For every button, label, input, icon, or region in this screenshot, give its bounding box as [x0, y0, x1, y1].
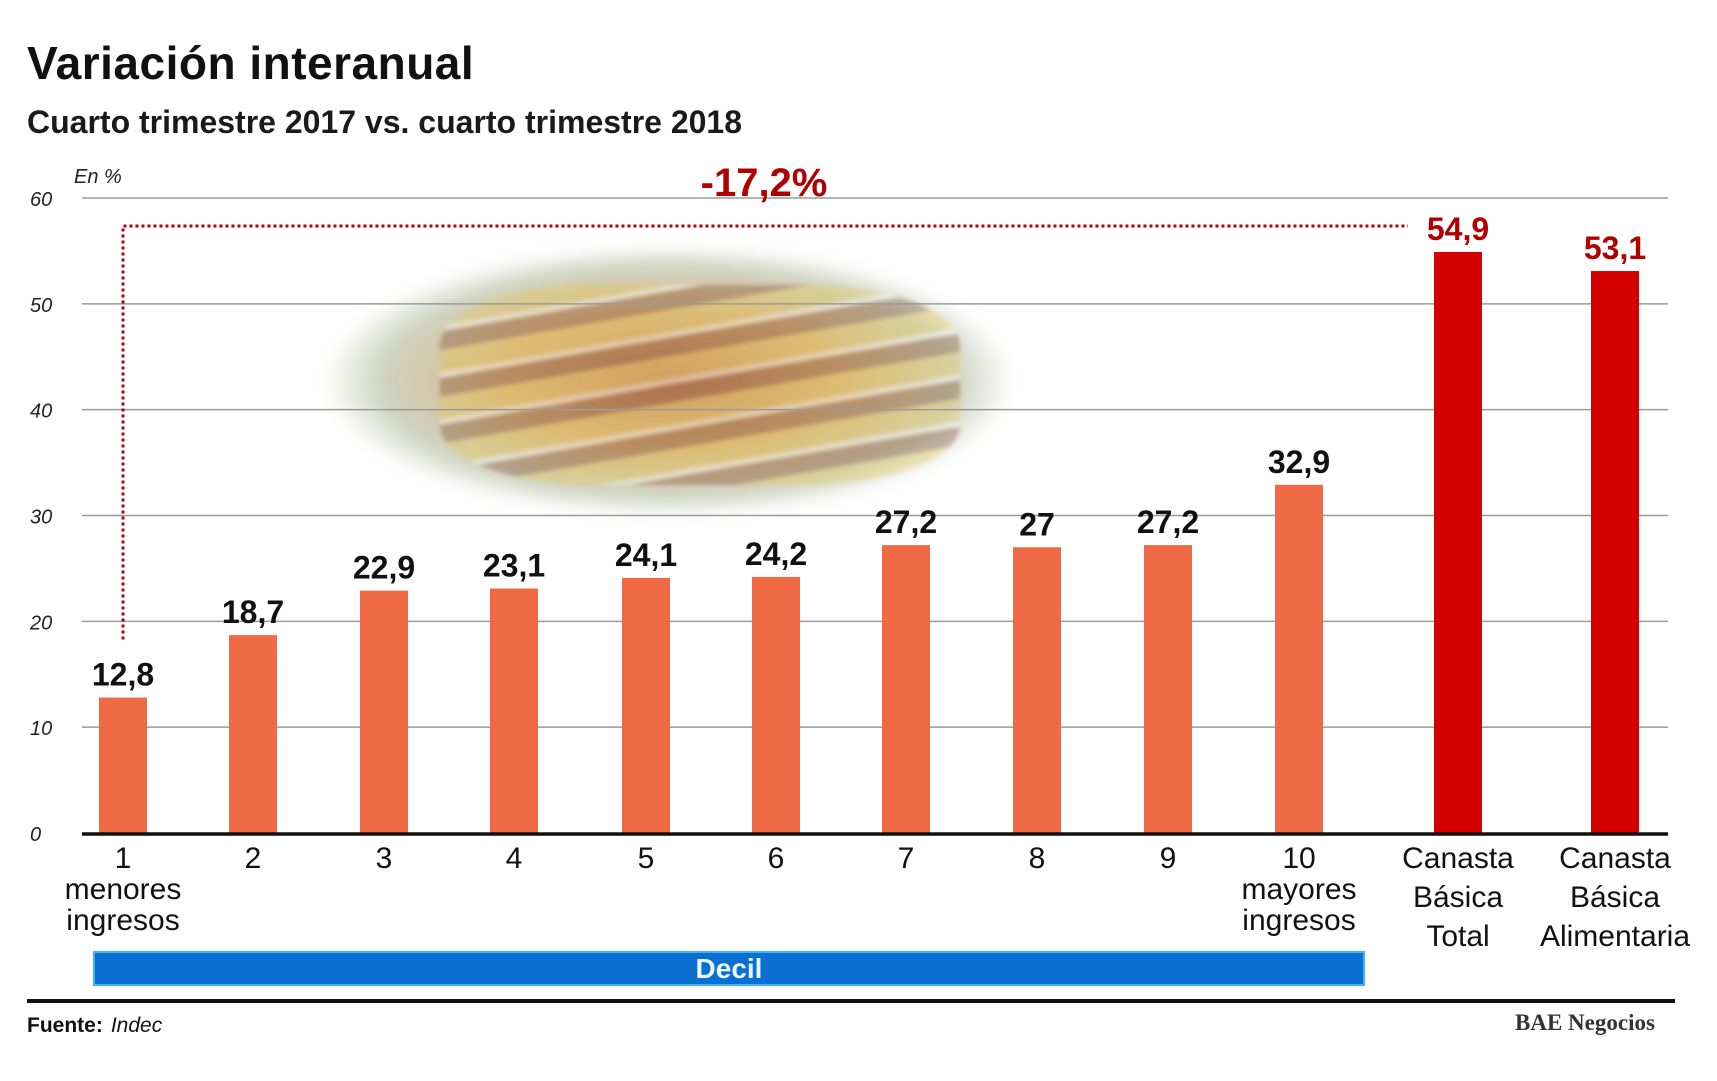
x-tick-label: Básica — [1570, 881, 1660, 914]
x-tick-label: Alimentaria — [1540, 920, 1690, 953]
decile-bar — [99, 697, 147, 833]
data-label: 53,1 — [1584, 230, 1646, 266]
y-tick-label: 30 — [30, 507, 52, 529]
data-label: 12,8 — [92, 657, 154, 693]
decile-bar — [882, 545, 930, 833]
decile-bar — [622, 577, 670, 833]
x-tick-label: ingresos — [66, 904, 179, 937]
source-label: Fuente: — [27, 1014, 103, 1037]
x-tick-label: menores — [65, 873, 182, 906]
data-label: 27,2 — [875, 504, 937, 540]
x-tick-label: 8 — [1029, 842, 1046, 875]
supermarket-photo — [329, 247, 1009, 515]
y-tick-label: 0 — [30, 824, 41, 846]
data-label: 24,2 — [745, 536, 807, 572]
decile-bar — [229, 635, 277, 833]
decile-bar — [1275, 484, 1323, 833]
decile-bar — [1144, 545, 1192, 833]
basket-bar — [1591, 271, 1639, 833]
x-tick-label: 9 — [1160, 842, 1177, 875]
annotation-label: -17,2% — [701, 161, 828, 205]
x-tick-label: 1 — [115, 842, 132, 875]
x-tick-label: 7 — [898, 842, 915, 875]
chart-title: Variación interanual — [27, 37, 475, 89]
x-tick-label: mayores — [1241, 873, 1356, 906]
brand-logo: BAE Negocios — [1515, 1010, 1655, 1035]
source-value: Indec — [110, 1014, 163, 1037]
data-label: 27,2 — [1137, 504, 1199, 540]
supermarket-shelves-photo — [440, 285, 960, 485]
x-tick-label: Canasta — [1402, 842, 1514, 875]
y-tick-label: 20 — [29, 612, 52, 634]
x-tick-label: 5 — [638, 842, 655, 875]
x-tick-label: 6 — [768, 842, 785, 875]
y-tick-label: 10 — [30, 718, 52, 740]
y-tick-label: 60 — [30, 189, 52, 211]
data-label: 54,9 — [1427, 211, 1489, 247]
decile-bar — [360, 590, 408, 833]
y-tick-label: 50 — [30, 295, 52, 317]
footer-divider — [27, 999, 1675, 1003]
unit-label: En % — [74, 166, 122, 188]
chart-subtitle: Cuarto trimestre 2017 vs. cuarto trimest… — [27, 104, 743, 140]
source-note: Fuente: Indec — [27, 1014, 162, 1038]
decile-bar — [1013, 547, 1061, 833]
x-tick-label: Canasta — [1559, 842, 1671, 875]
x-tick-label: 4 — [506, 842, 523, 875]
data-label: 27 — [1019, 506, 1055, 542]
basket-bar — [1434, 251, 1482, 834]
data-label: 22,9 — [353, 550, 415, 586]
x-tick-label: Total — [1426, 920, 1489, 953]
decil-band: Decil — [93, 951, 1365, 986]
decile-bar — [752, 576, 800, 833]
x-tick-label: Básica — [1413, 881, 1503, 914]
data-label: 32,9 — [1268, 444, 1330, 480]
x-tick-label: 10 — [1282, 842, 1315, 875]
x-tick-label: 3 — [376, 842, 393, 875]
data-label: 24,1 — [615, 537, 677, 573]
x-tick-label: 2 — [245, 842, 262, 875]
decile-bar — [490, 588, 538, 833]
data-label: 18,7 — [222, 594, 284, 630]
x-tick-label: ingresos — [1242, 904, 1355, 937]
data-label: 23,1 — [483, 548, 545, 584]
y-tick-label: 40 — [30, 401, 52, 423]
